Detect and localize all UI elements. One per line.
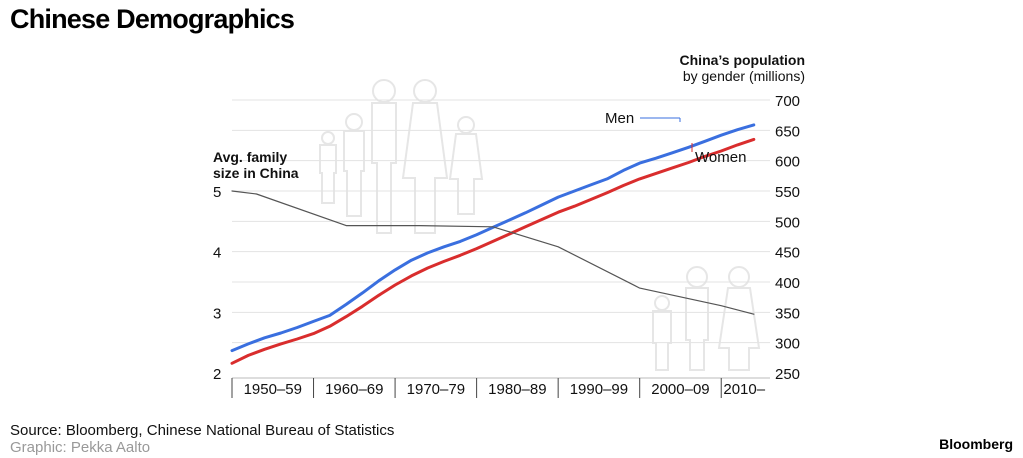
right-tick-label: 350 bbox=[775, 305, 800, 322]
left-axis-label-line2: size in China bbox=[213, 165, 299, 181]
page-title: Chinese Demographics bbox=[10, 4, 295, 34]
x-tick-label: 1980–89 bbox=[488, 381, 546, 398]
source-note: Source: Bloomberg, Chinese National Bure… bbox=[10, 422, 395, 439]
x-tick-label: 2010– bbox=[723, 381, 765, 398]
right-tick-label: 500 bbox=[775, 214, 800, 231]
large-family-icon bbox=[319, 79, 484, 234]
left-tick-label: 4 bbox=[213, 245, 221, 262]
graphic-credit: Graphic: Pekka Aalto bbox=[10, 439, 151, 456]
right-tick-label: 700 bbox=[775, 93, 800, 110]
left-tick-label: 3 bbox=[213, 305, 221, 322]
legend-men: Men bbox=[605, 110, 634, 127]
x-tick-label: 1970–79 bbox=[407, 381, 465, 398]
family-figures-decoration bbox=[319, 79, 761, 371]
right-tick-label: 550 bbox=[775, 184, 800, 201]
right-tick-label: 600 bbox=[775, 154, 800, 171]
legend-women: Women bbox=[695, 149, 746, 166]
x-axis: 1950–59 1960–69 1970–79 1980–89 1990–99 2000–… bbox=[231, 377, 770, 398]
right-tick-label: 300 bbox=[775, 336, 800, 353]
left-axis-label-line1: Avg. family bbox=[213, 149, 287, 165]
left-axis-ticks: 2 3 4 5 bbox=[213, 184, 221, 383]
right-axis-ticks: 250 300 350 400 450 500 550 600 650 700 bbox=[775, 93, 800, 383]
right-tick-label: 250 bbox=[775, 366, 800, 383]
left-tick-label: 5 bbox=[213, 184, 221, 201]
series-line-avg-family-size bbox=[231, 190, 755, 315]
right-tick-label: 650 bbox=[775, 123, 800, 140]
x-tick-label: 2000–09 bbox=[651, 381, 709, 398]
x-tick-label: 1960–69 bbox=[325, 381, 383, 398]
left-tick-label: 2 bbox=[213, 366, 221, 383]
x-tick-label: 1990–99 bbox=[570, 381, 628, 398]
series-lines bbox=[230, 123, 756, 365]
x-tick-label: 1950–59 bbox=[244, 381, 302, 398]
series-line-men bbox=[230, 123, 756, 353]
right-axis-label-line2: by gender (millions) bbox=[683, 68, 805, 84]
series-line-women bbox=[230, 137, 756, 365]
bloomberg-logo: Bloomberg bbox=[939, 436, 1013, 452]
right-tick-label: 450 bbox=[775, 245, 800, 262]
gridlines bbox=[232, 99, 770, 344]
right-axis-label-line1: China’s population bbox=[680, 52, 805, 68]
right-tick-label: 400 bbox=[775, 275, 800, 292]
